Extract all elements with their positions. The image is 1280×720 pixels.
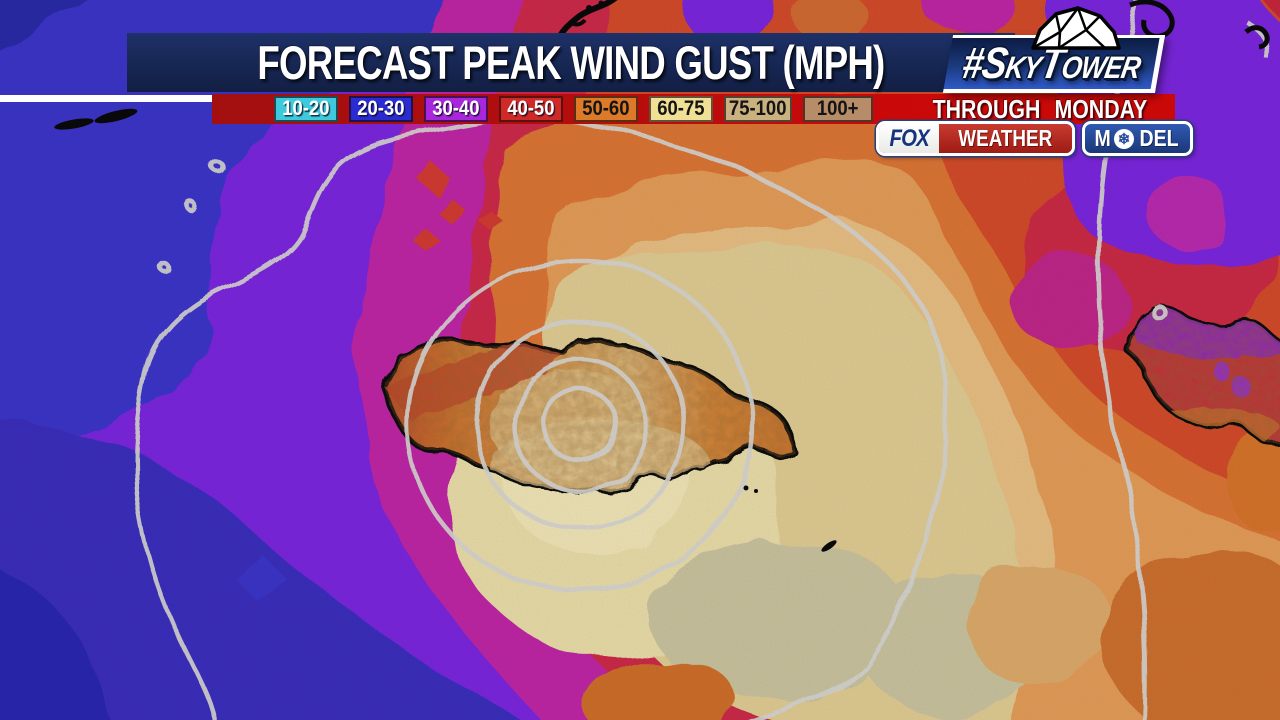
legend-bins: 10-20 20-30 30-40 40-50 50-60 60-75 75-1… (274, 96, 873, 122)
legend-bin: 10-20 (274, 96, 338, 122)
legend-bin: 40-50 (499, 96, 563, 122)
weather-wordmark: WEATHER (939, 124, 1072, 153)
legend-bin: 75-100 (724, 96, 792, 122)
legend-bin: 20-30 (349, 96, 413, 122)
skytower-dome-icon (1031, 6, 1121, 50)
fox-weather-pill: FOX WEATHER (876, 121, 1075, 156)
fox-wordmark: FOX (879, 124, 940, 153)
legend-bin: 100+ (803, 96, 873, 122)
legend-bin: 60-75 (649, 96, 713, 122)
model-del: DEL (1139, 125, 1179, 151)
fox-weather-model-logo: FOX WEATHER M ❄ DEL (876, 121, 1194, 156)
title-bar: FORECAST PEAK WIND GUST (MPH) (127, 33, 1015, 92)
legend-bin: 50-60 (574, 96, 638, 122)
model-pill: M ❄ DEL (1081, 121, 1194, 156)
legend-left-spacer (0, 95, 212, 102)
snowflake-icon: ❄ (1114, 128, 1135, 149)
valid-period: THROUGH MONDAY (932, 93, 1148, 124)
legend-bin: 30-40 (424, 96, 488, 122)
page-title: FORECAST PEAK WIND GUST (MPH) (257, 36, 885, 89)
legend-bar: 10-20 20-30 30-40 40-50 50-60 60-75 75-1… (212, 94, 1175, 124)
model-m: M (1094, 125, 1111, 151)
